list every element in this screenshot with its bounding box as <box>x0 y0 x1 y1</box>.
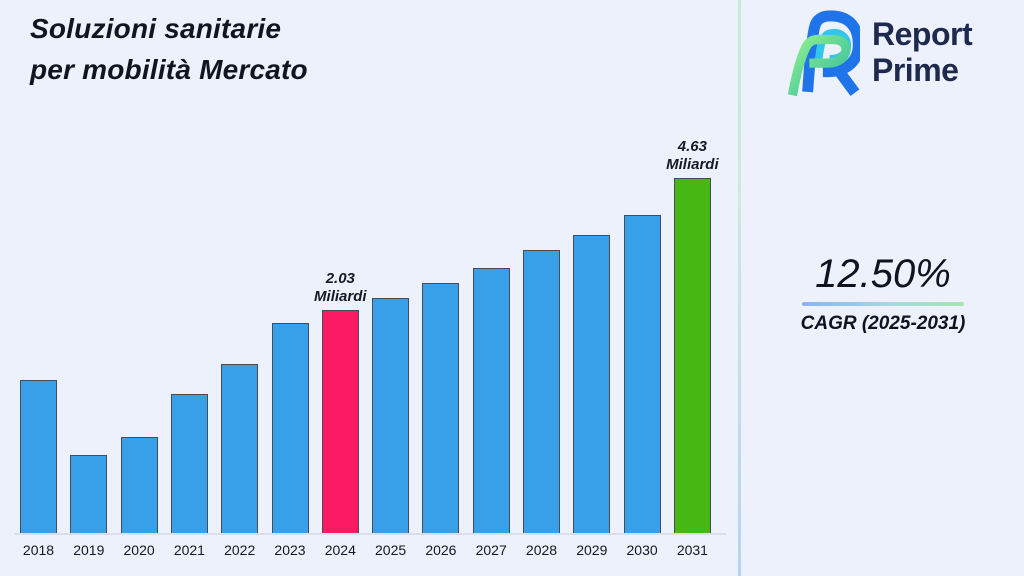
cagr-label: CAGR (2025-2031) <box>800 313 966 334</box>
bar-2019 <box>70 455 108 533</box>
x-axis-tick-2020: 2020 <box>123 542 155 558</box>
bar-2031 <box>673 178 711 533</box>
vertical-divider <box>738 0 741 576</box>
x-axis-tick-2025: 2025 <box>375 542 407 558</box>
brand-header: Report Prime <box>784 10 973 96</box>
x-axis-tick-2023: 2023 <box>274 542 306 558</box>
bar-2023 <box>271 323 309 533</box>
cagr-value: 12.50% <box>815 252 951 296</box>
x-axis-tick-2029: 2029 <box>576 542 608 558</box>
x-axis-tick-2019: 2019 <box>73 542 105 558</box>
bar-2026 <box>422 283 460 533</box>
page-title: Soluzioni sanitarie per mobilità Mercato <box>30 8 308 91</box>
bar-2030 <box>623 215 661 533</box>
x-axis-tick-2018: 2018 <box>22 542 55 558</box>
cagr-callout: 12.50% CAGR (2025-2031) <box>758 252 1008 335</box>
bar-chart: 2018 2019 2020 2021 2022 2023 2024 2025 2026 2027… <box>14 138 726 558</box>
x-axis-tick-2028: 2028 <box>525 542 558 558</box>
bar-2018 <box>20 380 57 533</box>
x-axis-tick-2026: 2026 <box>425 542 457 558</box>
x-axis-tick-2024: 2024 <box>324 542 356 558</box>
bar-2027 <box>472 268 510 533</box>
bar-2024 <box>321 310 359 533</box>
bar-2028 <box>523 250 560 533</box>
bar-value-label-2031: 4.63 Miliardi <box>666 138 719 174</box>
bar-2020 <box>120 437 158 533</box>
x-axis-tick-2030: 2030 <box>626 542 658 558</box>
cagr-underline <box>802 302 964 306</box>
bar-2021 <box>170 394 208 533</box>
report-prime-logo-icon <box>784 10 860 96</box>
page-title-line1: Soluzioni sanitarie <box>30 13 282 44</box>
x-axis-tick-2027: 2027 <box>475 542 507 558</box>
bar-2022 <box>221 364 259 533</box>
brand-name-line1: Report <box>872 16 973 53</box>
bar-2029 <box>573 235 611 533</box>
bar-value-label-2024: 2.03 Miliardi <box>314 270 367 306</box>
x-axis-tick-2022: 2022 <box>224 542 256 558</box>
brand-name: Report Prime <box>872 16 973 89</box>
page-title-line2: per mobilità Mercato <box>30 54 308 86</box>
bar-2025 <box>372 298 410 533</box>
x-axis-tick-2021: 2021 <box>173 542 205 558</box>
x-axis-line <box>14 533 726 535</box>
brand-name-line2: Prime <box>872 52 959 88</box>
x-axis-tick-2031: 2031 <box>676 542 708 558</box>
